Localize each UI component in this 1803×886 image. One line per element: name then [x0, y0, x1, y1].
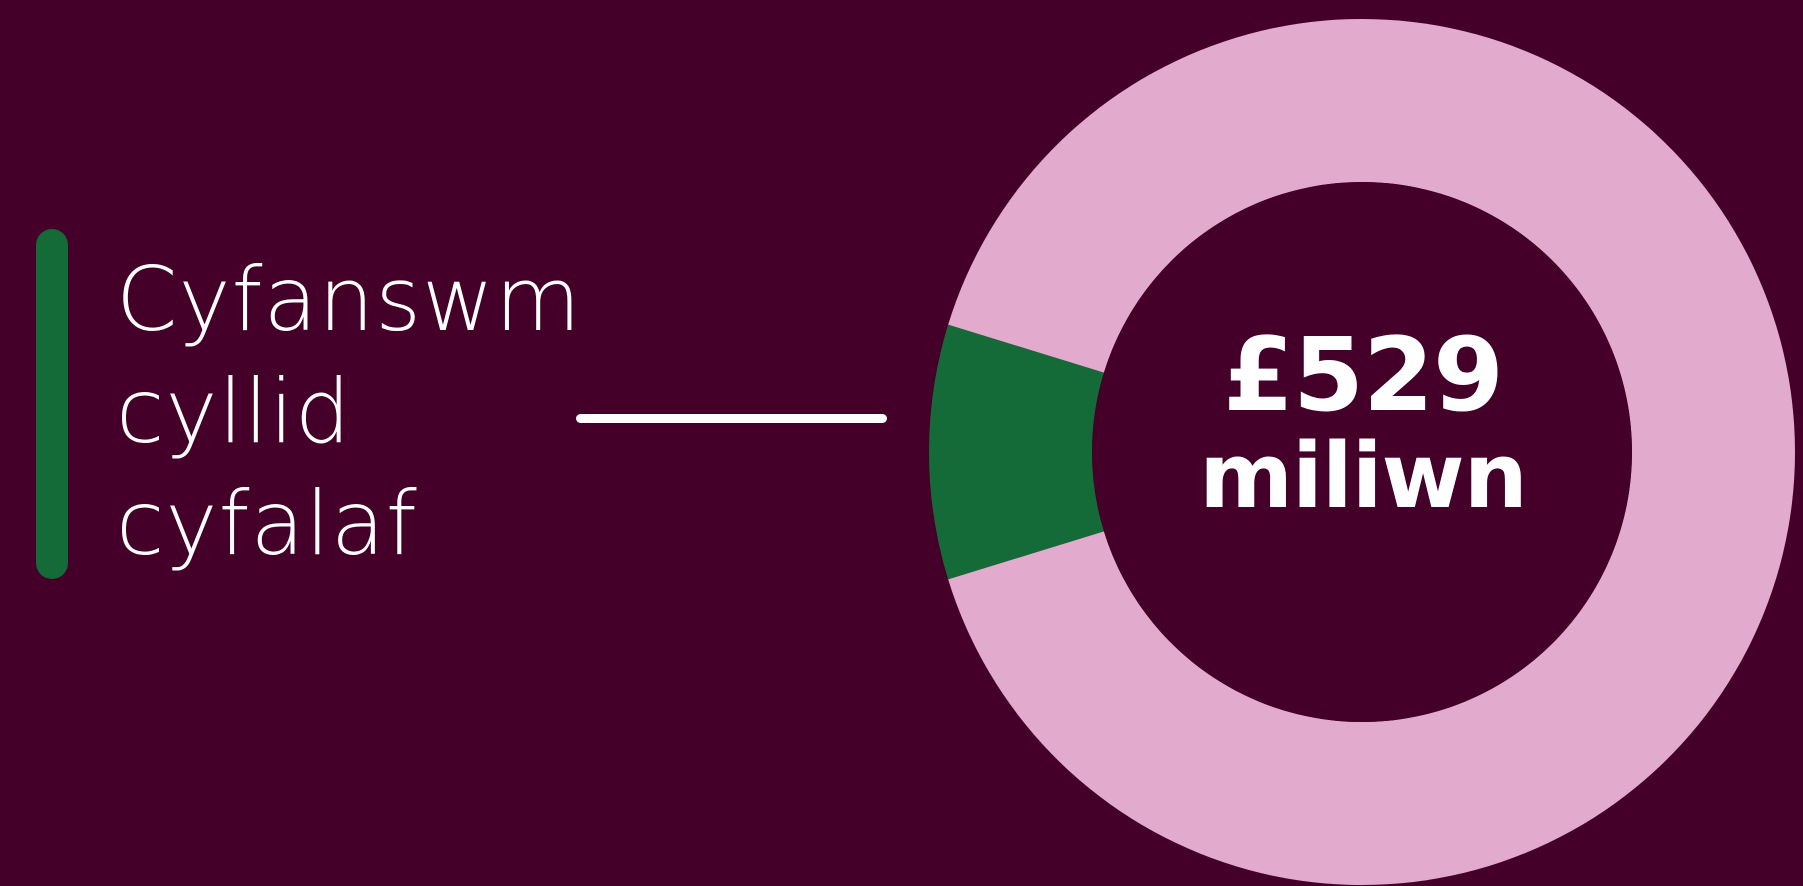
donut-segment-highlight: [929, 324, 1104, 580]
accent-bar: [36, 229, 68, 579]
center-amount: £529: [1223, 316, 1504, 435]
donut-hole: [1092, 182, 1632, 722]
metric-label-line-3: cyfalaf: [116, 472, 418, 575]
metric-label-line-2: cyllid: [116, 360, 352, 463]
donut-segment-remainder: [948, 18, 1795, 886]
center-unit: miliwn: [1199, 424, 1528, 529]
metric-label-line-1: Cyfanswm: [116, 248, 582, 351]
metric-label: Cyfanswm cyllid cyfalaf: [116, 244, 636, 580]
connector-line: [576, 414, 887, 423]
center-value: £529 miliwn: [1103, 320, 1623, 522]
